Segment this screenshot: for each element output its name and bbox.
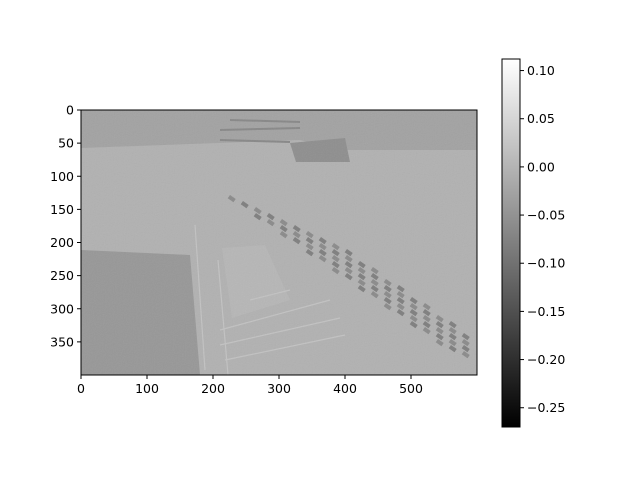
x-axis: 0 100 200 300 400 500 <box>77 375 423 396</box>
colorbar-ticks: 0.10 0.05 0.00 −0.05 −0.10 −0.15 −0.20 −0.25 <box>520 63 565 415</box>
colorbar-tick-label: −0.25 <box>527 400 565 415</box>
x-tick-label: 100 <box>135 381 159 396</box>
y-axis: 0 50 100 150 200 250 300 350 <box>50 103 81 349</box>
colorbar-tick-label: −0.05 <box>527 208 565 223</box>
y-tick-label: 300 <box>50 301 74 316</box>
x-tick-label: 200 <box>201 381 225 396</box>
colorbar-tick-label: 0.10 <box>527 63 555 78</box>
x-tick-label: 0 <box>77 381 85 396</box>
y-tick-label: 50 <box>58 136 74 151</box>
y-tick-label: 250 <box>50 268 74 283</box>
colorbar: 0.10 0.05 0.00 −0.05 −0.10 −0.15 −0.20 −0.25 <box>501 58 565 428</box>
heatmap-image <box>81 110 477 376</box>
y-tick-label: 200 <box>50 235 74 250</box>
y-tick-label: 350 <box>50 334 74 349</box>
y-tick-label: 150 <box>50 202 74 217</box>
y-tick-label: 0 <box>66 103 74 118</box>
heatmap-axes: 0 100 200 300 400 500 0 50 100 150 200 250 300 350 <box>50 103 478 396</box>
colorbar-gradient <box>501 58 521 428</box>
image-grain <box>81 110 477 375</box>
colorbar-tick-label: 0.00 <box>527 159 555 174</box>
colorbar-tick-label: 0.05 <box>527 111 555 126</box>
colorbar-tick-label: −0.20 <box>527 352 565 367</box>
colorbar-tick-label: −0.15 <box>527 304 565 319</box>
x-tick-label: 500 <box>399 381 423 396</box>
y-tick-label: 100 <box>50 169 74 184</box>
x-tick-label: 300 <box>267 381 291 396</box>
colorbar-tick-label: −0.10 <box>527 256 565 271</box>
x-tick-label: 400 <box>333 381 357 396</box>
